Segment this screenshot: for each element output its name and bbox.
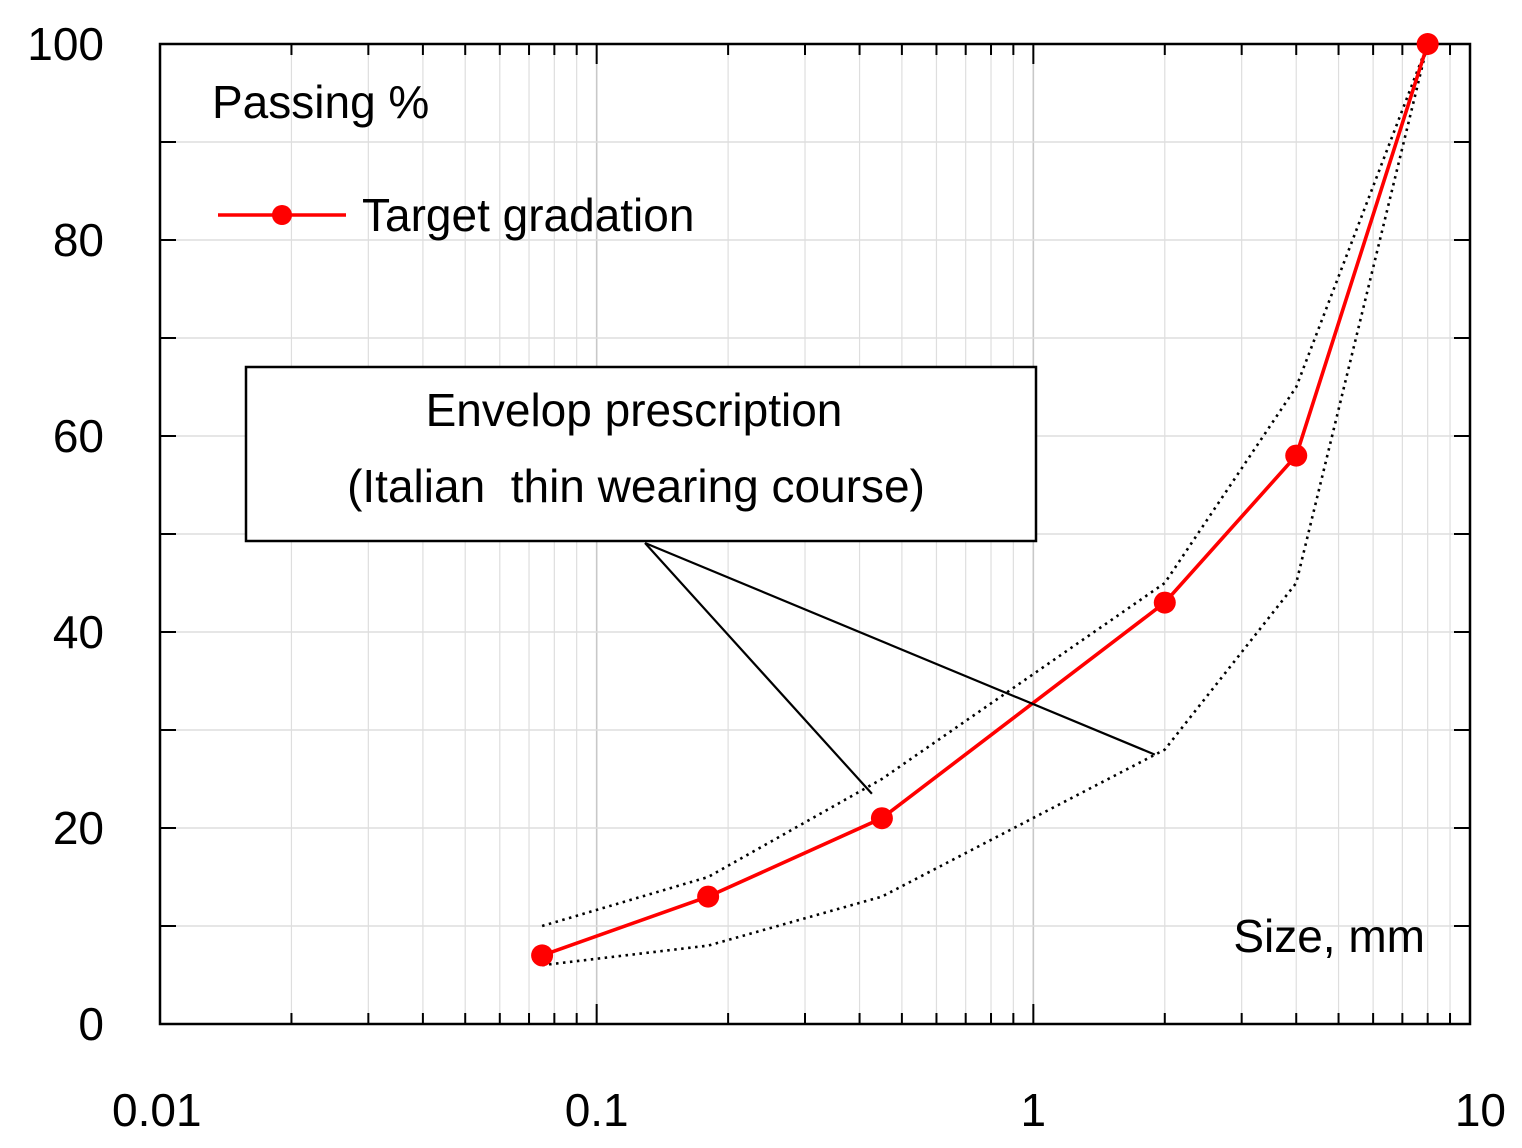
annotation-leader-line [644,541,1156,756]
target-gradation-point [1416,33,1439,55]
x-tick-label: 1 [1021,1084,1047,1136]
target-gradation-point [1285,444,1308,467]
target-gradation-point [531,944,554,967]
annotation-leader-line [644,542,873,795]
y-tick-label: 40 [53,606,104,658]
x-axis-label: Size, mm [1233,910,1425,962]
y-axis-label: Passing % [212,76,429,128]
y-tick-label: 20 [53,802,104,854]
target-gradation-point [697,885,720,908]
y-tick-label: 60 [53,410,104,462]
axis-ticks: 0 20 40 60 80 100 0.01 0.1 1 10 [27,18,1506,1136]
annotation-leaders [644,541,1156,795]
legend: Target gradation [218,189,694,241]
target-gradation-point [870,807,893,830]
annotation-line-2: (Italian thin wearing course) [347,460,925,512]
annotation: Envelop prescription (Italian thin weari… [244,365,1156,795]
target-gradation-point [1153,591,1176,614]
series-layer [531,33,1439,967]
legend-marker [272,205,292,225]
annotation-box [244,365,1038,543]
target-gradation-line [541,43,1430,958]
y-tick-label: 0 [78,998,104,1050]
x-tick-label: 0.01 [112,1084,202,1136]
x-tick-label: 10 [1455,1084,1506,1136]
y-tick-label: 100 [27,18,104,70]
x-tick-label: 0.1 [565,1084,629,1136]
y-tick-label: 80 [53,214,104,266]
annotation-line-1: Envelop prescription [426,384,843,436]
legend-label: Target gradation [362,189,694,241]
